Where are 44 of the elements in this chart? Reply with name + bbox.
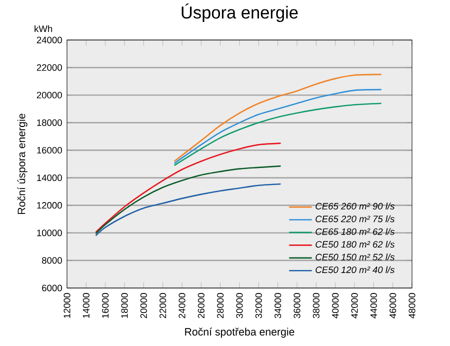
line-series <box>174 102 382 166</box>
x-tick-label: 20000 <box>140 293 147 318</box>
x-tick-label: 34000 <box>274 293 282 318</box>
y-tick-label: 8000 <box>42 257 62 264</box>
x-tick-label: 18000 <box>121 293 128 318</box>
legend-label: CE65 220 m² 75 l/s <box>316 215 395 222</box>
y-tick-label: 16000 <box>37 146 62 154</box>
line-series <box>95 165 282 234</box>
x-tick-label: 42000 <box>351 293 358 318</box>
legend-label: CE50 150 m² 52 l/s <box>316 254 395 260</box>
y-tick-label: 22000 <box>36 64 62 71</box>
line-series <box>174 88 382 164</box>
x-tick-label: 32000 <box>255 293 262 318</box>
x-axis-title: Roční spotřeba energie <box>185 328 294 338</box>
x-tick-label: 40000 <box>332 293 339 318</box>
x-tick-label: 46000 <box>390 293 396 318</box>
y-tick-label: 14000 <box>37 174 62 182</box>
y-tick-label: 24000 <box>36 36 62 44</box>
x-tick-label: 16000 <box>102 293 109 318</box>
y-tick-label: 12000 <box>37 202 62 209</box>
x-tick-label: 14000 <box>82 293 90 318</box>
y-axis-title: Roční úspora energie <box>17 114 28 214</box>
line-series <box>174 74 382 162</box>
x-tick-label: 48000 <box>408 293 416 318</box>
y-tick-label: 18000 <box>37 119 62 126</box>
y-tick-label: 10000 <box>37 230 62 236</box>
legend-label: CE65 260 m² 90 l/s <box>316 202 395 210</box>
x-tick-label: 38000 <box>312 293 320 318</box>
line-series <box>95 183 282 236</box>
y-tick-label: 6000 <box>42 284 62 292</box>
x-tick-label: 26000 <box>198 293 204 318</box>
x-tick-label: 30000 <box>236 293 243 318</box>
x-tick-label: 22000 <box>160 293 166 318</box>
legend-label: CE50 180 m² 62 l/s <box>316 240 395 248</box>
legend-label: CE65 180 m² 62 l/s <box>316 228 395 235</box>
text: kWh <box>34 25 52 32</box>
chart-title: Úspora energie <box>182 3 298 22</box>
x-tick-label: 44000 <box>370 293 377 318</box>
x-tick-label: 28000 <box>217 293 224 318</box>
line-series <box>95 142 282 233</box>
legend-label: CE50 120 m² 40 l/s <box>316 266 395 274</box>
x-tick-label: 24000 <box>178 293 186 318</box>
x-tick-label: 36000 <box>294 293 300 318</box>
y-tick-label: 20000 <box>36 92 62 98</box>
